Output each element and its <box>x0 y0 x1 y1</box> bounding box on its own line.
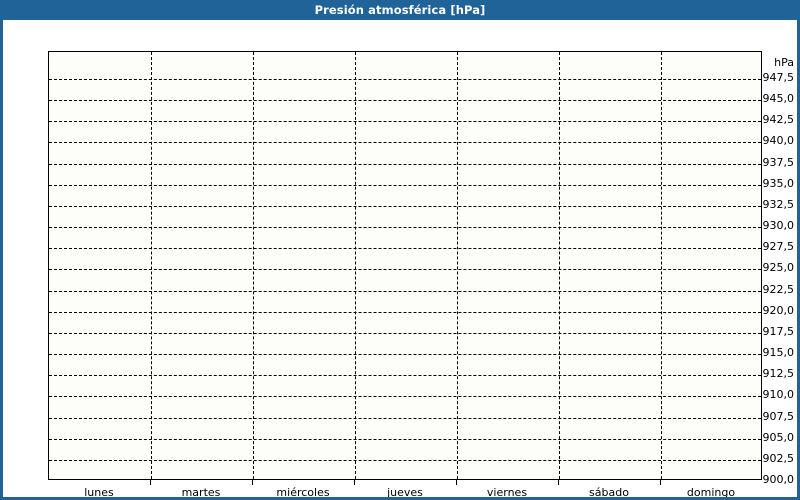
x-axis-day-name: sábado <box>589 486 629 499</box>
x-axis-tick-mark <box>252 480 253 485</box>
y-axis-tick-label: 915,0 <box>762 346 795 360</box>
y-axis-tick-label: 925,0 <box>762 261 795 275</box>
x-axis-tick-label: sábado19/06/04 <box>554 486 664 499</box>
gridline-vertical <box>355 52 356 479</box>
gridline-horizontal <box>49 332 761 334</box>
x-axis-tick-label: jueves17/06/04 <box>350 486 460 499</box>
gridline-horizontal <box>49 142 761 144</box>
gridline-horizontal <box>49 227 761 229</box>
gridline-vertical <box>151 52 152 479</box>
gridline-horizontal <box>49 417 761 419</box>
y-axis-tick-label: 907,5 <box>762 409 795 423</box>
x-axis-day-name: miércoles <box>276 486 330 499</box>
y-axis-tick-label: 947,5 <box>762 71 795 84</box>
gridline-horizontal <box>49 396 761 398</box>
y-axis-tick-label: 920,0 <box>762 303 795 317</box>
y-axis-tick-label: 905,0 <box>762 430 795 444</box>
gridline-horizontal <box>49 121 761 123</box>
window-title: Presión atmosférica [hPa] <box>314 3 486 17</box>
x-axis-tick-mark <box>354 480 355 485</box>
y-axis-tick-label: 937,5 <box>762 155 795 169</box>
x-axis-day-name: viernes <box>486 486 528 499</box>
x-axis-tick-mark <box>660 480 661 485</box>
x-axis-tick-label: domingo20/06/04 <box>656 486 766 499</box>
x-axis-tick-mark <box>150 480 151 485</box>
y-axis-tick-label: 922,5 <box>762 282 795 296</box>
y-axis-tick-label: 927,5 <box>762 240 795 254</box>
chart-canvas: hPa 947,5 945,0 942,5 940,0 937,5 935,0 932,5 9… <box>3 20 797 497</box>
y-axis-tick-label: 942,5 <box>762 113 795 127</box>
gridline-horizontal <box>49 354 761 356</box>
y-axis-tick-label: 945,0 <box>762 92 795 106</box>
y-axis-tick-label: 930,0 <box>762 219 795 233</box>
gridline-horizontal <box>49 248 761 250</box>
gridline-horizontal <box>49 163 761 165</box>
gridline-horizontal <box>49 375 761 377</box>
gridline-horizontal <box>49 290 761 292</box>
x-axis-day-name: jueves <box>387 486 423 499</box>
y-axis-tick-label: 902,5 <box>762 451 795 465</box>
gridline-horizontal <box>49 311 761 313</box>
x-axis-day-name: domingo <box>686 486 736 499</box>
x-axis-tick-label: viernes18/06/04 <box>452 486 562 499</box>
y-axis-tick-label: 910,0 <box>762 388 795 402</box>
gridline-horizontal <box>49 79 761 80</box>
gridline-vertical <box>457 52 458 479</box>
y-axis-tick-label: 940,0 <box>762 134 795 148</box>
plot-area <box>48 51 762 480</box>
gridline-horizontal <box>49 438 761 440</box>
gridline-horizontal <box>49 100 761 102</box>
x-axis-tick-label: lunes14/06/04 <box>44 486 154 499</box>
y-axis-tick-label: 932,5 <box>762 197 795 211</box>
gridline-horizontal <box>49 459 761 461</box>
y-axis-tick-label: 935,0 <box>762 176 795 190</box>
y-axis-tick-label: 912,5 <box>762 367 795 381</box>
gridline-horizontal <box>49 269 761 271</box>
window-titlebar: Presión atmosférica [hPa] <box>3 0 797 20</box>
x-axis-tick-label: martes15/06/04 <box>146 486 256 499</box>
x-axis-tick-label: miércoles16/06/04 <box>248 486 358 499</box>
x-axis-day-name: martes <box>181 486 221 499</box>
x-axis-day-name: lunes <box>84 486 114 499</box>
gridline-vertical <box>253 52 254 479</box>
x-axis-tick-mark <box>558 480 559 485</box>
x-axis-tick-mark <box>456 480 457 485</box>
gridline-vertical <box>559 52 560 479</box>
y-axis-unit-label: hPa <box>774 56 794 69</box>
gridline-horizontal <box>49 184 761 186</box>
y-axis-tick-label: 917,5 <box>762 324 795 338</box>
gridline-horizontal <box>49 205 761 207</box>
y-axis-tick-label: 900,0 <box>762 473 795 486</box>
gridline-vertical <box>661 52 662 479</box>
